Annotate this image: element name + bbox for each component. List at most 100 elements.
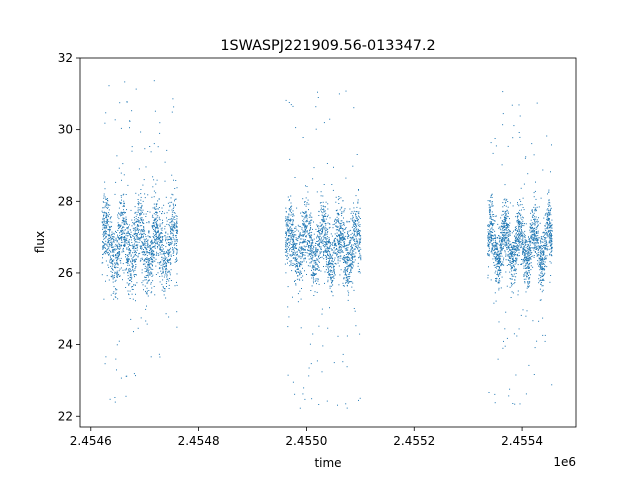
data-point [349,250,351,252]
data-point [327,229,329,231]
data-point [288,230,290,232]
data-point [131,288,133,290]
data-point [159,262,161,263]
data-point [546,209,548,211]
data-point [504,218,506,220]
data-point [164,180,166,182]
data-point [103,234,105,236]
data-point [295,234,297,236]
data-point [150,283,152,285]
data-point [120,211,122,213]
data-point [140,131,142,133]
data-point [306,230,308,232]
data-point [536,249,538,250]
data-point [289,242,291,244]
data-point [347,265,349,267]
data-point [337,256,339,258]
data-point [147,261,149,263]
data-point [358,268,360,270]
data-point [548,209,550,211]
data-point [134,231,136,233]
data-point [331,260,333,262]
data-point [106,207,108,209]
data-point [154,234,156,235]
data-point [500,239,502,241]
data-point [129,298,131,299]
data-point [498,258,500,259]
data-point [304,246,306,248]
data-point [339,230,341,232]
data-point [106,244,108,246]
data-point [118,245,120,247]
data-point [142,254,144,256]
data-point [498,274,500,276]
data-point [499,250,501,252]
data-point [305,210,307,212]
data-point [503,257,505,259]
data-point [147,282,149,284]
data-point [138,237,140,239]
data-point [520,217,522,219]
data-point [346,244,348,246]
data-point [547,234,549,236]
data-point [551,248,553,250]
data-point [504,244,506,246]
data-point [339,236,341,238]
data-point [122,269,124,271]
data-point [149,273,151,275]
data-point [287,253,289,255]
data-point [543,251,545,253]
data-point [290,255,292,257]
data-point [152,222,154,223]
data-point [109,229,111,231]
data-point [147,265,149,267]
data-point [129,290,131,292]
data-point [320,249,322,251]
data-point [507,201,509,202]
data-point [292,236,294,238]
data-point [338,230,340,232]
data-point [349,208,351,210]
data-point [533,196,535,198]
data-point [296,261,298,263]
data-point [285,232,286,234]
data-point [296,248,297,249]
data-point [354,243,355,245]
data-point [534,244,536,246]
data-point [171,219,173,221]
data-point [494,251,496,253]
data-point [539,251,541,253]
data-point [532,228,534,230]
data-point [144,259,146,261]
data-point [505,229,507,231]
data-point [310,248,312,250]
data-point [159,225,161,227]
data-point [307,191,309,193]
data-point [539,266,541,268]
data-point [141,229,143,231]
data-point [108,237,110,239]
data-point [508,242,510,244]
data-point [137,220,139,222]
data-point [133,259,135,261]
data-point [148,253,150,255]
data-point [176,250,178,252]
data-point [549,224,551,226]
data-point [347,234,349,236]
data-point [104,231,106,233]
data-point [349,264,351,266]
data-point [501,276,503,278]
data-point [530,236,532,238]
data-point [345,403,347,405]
data-point [159,122,161,124]
data-point [302,249,304,251]
data-point [169,247,171,249]
data-point [157,146,159,148]
data-point [287,223,289,225]
data-point [304,217,306,219]
data-point [174,216,176,218]
data-point [337,243,339,245]
data-point [506,198,508,200]
data-point [340,240,342,242]
data-point [295,264,297,266]
